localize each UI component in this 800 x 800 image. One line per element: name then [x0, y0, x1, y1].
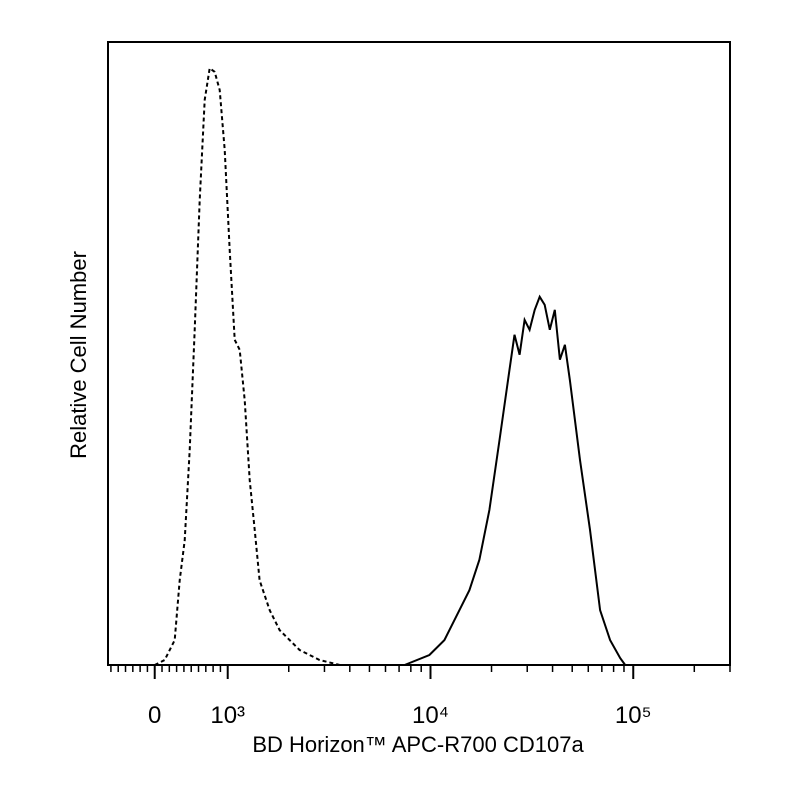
- x-tick-label: 10⁴: [412, 702, 449, 729]
- plot-frame: [107, 41, 731, 666]
- histogram-line: [404, 294, 627, 666]
- x-tick-label: 10³: [210, 702, 245, 729]
- x-tick-label: 10⁵: [615, 702, 652, 729]
- x-tick-label: 0: [148, 702, 161, 729]
- x-axis-label: BD Horizon™ APC-R700 CD107a: [252, 732, 584, 757]
- histogram-line: [154, 66, 619, 666]
- y-axis-label: Relative Cell Number: [66, 251, 91, 459]
